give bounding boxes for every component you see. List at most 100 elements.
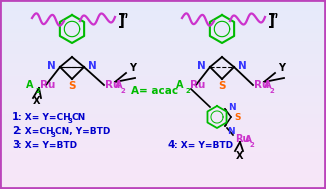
- Bar: [2, 174, 324, 177]
- Bar: [2, 77, 324, 80]
- Text: S: S: [218, 81, 226, 91]
- Bar: [2, 122, 324, 125]
- Bar: [2, 165, 324, 168]
- Bar: [2, 42, 324, 45]
- Text: S: S: [68, 81, 76, 91]
- Text: Ru: Ru: [254, 80, 269, 90]
- Bar: [2, 23, 324, 26]
- Text: Ru: Ru: [190, 80, 205, 90]
- Text: X: X: [236, 151, 244, 161]
- Text: 3: 3: [12, 140, 19, 150]
- Bar: [2, 172, 324, 175]
- Bar: [2, 184, 324, 187]
- Bar: [2, 115, 324, 118]
- Bar: [2, 14, 324, 17]
- Text: S: S: [234, 112, 241, 122]
- Bar: [2, 139, 324, 142]
- Text: N: N: [47, 61, 56, 71]
- Bar: [2, 179, 324, 182]
- Bar: [2, 120, 324, 123]
- Bar: [2, 16, 324, 19]
- Bar: [2, 33, 324, 36]
- Text: 2: 2: [250, 142, 254, 148]
- Bar: [2, 68, 324, 71]
- Bar: [2, 170, 324, 173]
- Bar: [2, 44, 324, 47]
- Bar: [2, 101, 324, 104]
- Text: A: A: [25, 80, 33, 90]
- Text: 1: 1: [12, 112, 19, 122]
- Text: Ru: Ru: [105, 80, 120, 90]
- Bar: [2, 111, 324, 113]
- Bar: [2, 155, 324, 158]
- Bar: [2, 18, 324, 21]
- Text: CN, Y=BTD: CN, Y=BTD: [55, 127, 111, 136]
- Text: N: N: [227, 127, 235, 136]
- Bar: [2, 66, 324, 69]
- Bar: [2, 7, 324, 9]
- Bar: [2, 11, 324, 14]
- Bar: [2, 94, 324, 97]
- Text: n: n: [272, 12, 278, 20]
- Bar: [2, 35, 324, 38]
- Text: n: n: [122, 12, 128, 20]
- Bar: [2, 129, 324, 132]
- Bar: [2, 125, 324, 128]
- Text: : X= Y=CH: : X= Y=CH: [18, 113, 71, 122]
- Text: N: N: [197, 61, 206, 71]
- Text: ]: ]: [118, 13, 125, 29]
- Bar: [2, 63, 324, 66]
- Text: A: A: [264, 80, 272, 90]
- Text: A: A: [115, 80, 123, 90]
- Text: Y: Y: [129, 63, 137, 73]
- Bar: [2, 108, 324, 111]
- Bar: [2, 54, 324, 57]
- Bar: [2, 87, 324, 90]
- Text: 2: 2: [185, 88, 190, 94]
- Bar: [2, 151, 324, 153]
- Text: CN: CN: [72, 113, 86, 122]
- Bar: [2, 99, 324, 102]
- Bar: [2, 106, 324, 109]
- Bar: [2, 158, 324, 161]
- Bar: [2, 70, 324, 73]
- Text: Ru: Ru: [235, 134, 249, 144]
- Bar: [2, 148, 324, 151]
- Bar: [2, 28, 324, 31]
- Text: Y: Y: [278, 63, 286, 73]
- Bar: [2, 61, 324, 64]
- Text: N: N: [228, 104, 236, 112]
- Bar: [2, 4, 324, 7]
- Bar: [2, 75, 324, 78]
- Text: : X= Y=BTD: : X= Y=BTD: [174, 141, 233, 150]
- Text: A: A: [175, 80, 183, 90]
- Bar: [2, 127, 324, 130]
- Text: A: A: [244, 135, 251, 143]
- Bar: [2, 118, 324, 121]
- Bar: [2, 80, 324, 83]
- Bar: [2, 186, 324, 189]
- Text: 3: 3: [51, 132, 56, 138]
- Bar: [2, 0, 324, 2]
- Bar: [2, 30, 324, 33]
- Bar: [2, 160, 324, 163]
- Text: 2: 2: [270, 88, 274, 94]
- Text: Ru: Ru: [40, 80, 55, 90]
- Bar: [2, 56, 324, 59]
- Bar: [2, 82, 324, 85]
- Bar: [2, 73, 324, 76]
- Bar: [2, 146, 324, 149]
- Bar: [2, 167, 324, 170]
- Bar: [2, 89, 324, 92]
- Text: 2: 2: [121, 88, 126, 94]
- Bar: [2, 59, 324, 61]
- Bar: [2, 84, 324, 87]
- Bar: [2, 51, 324, 54]
- Bar: [2, 21, 324, 24]
- Text: N: N: [88, 61, 97, 71]
- Text: : X= Y=BTD: : X= Y=BTD: [18, 141, 77, 150]
- Text: 2: 2: [35, 88, 40, 94]
- Text: A= acac: A= acac: [131, 86, 179, 96]
- Bar: [2, 47, 324, 50]
- Bar: [2, 92, 324, 94]
